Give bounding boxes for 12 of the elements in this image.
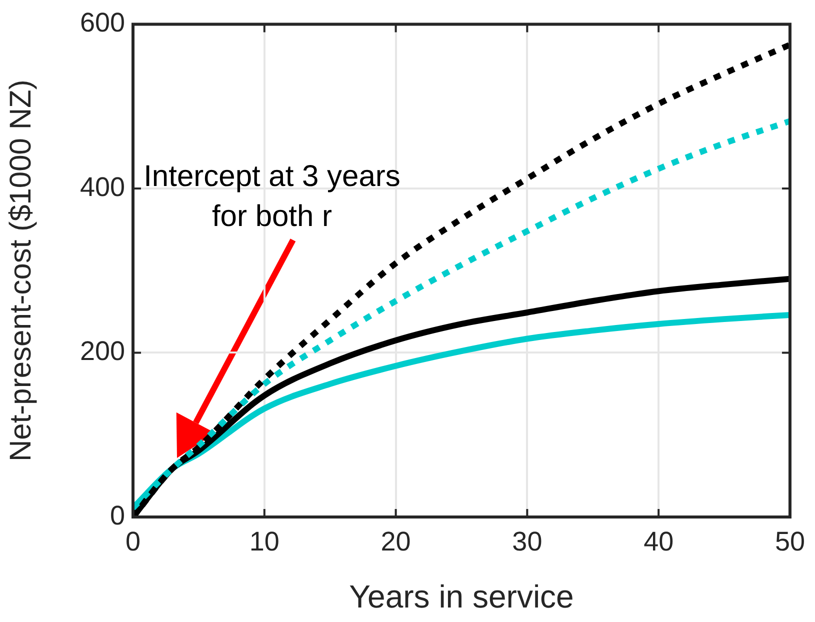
y-tick-label: 200 <box>80 336 125 366</box>
x-tick-label: 50 <box>774 526 806 557</box>
x-tick-label: 30 <box>512 526 542 557</box>
annotation: Intercept at 3 years for both r <box>144 160 400 233</box>
y-tick-label: 0 <box>110 500 125 530</box>
x-tick-label: 10 <box>249 526 280 557</box>
y-tick-label: 600 <box>80 8 125 38</box>
y-tick-label: 400 <box>80 172 125 202</box>
x-axis-title: Years in service <box>349 578 574 615</box>
x-tick-label: 40 <box>644 526 674 557</box>
x-tick-label: 20 <box>380 526 411 557</box>
y-axis-title: Net-present-cost ($1000 NZ) <box>4 80 38 462</box>
